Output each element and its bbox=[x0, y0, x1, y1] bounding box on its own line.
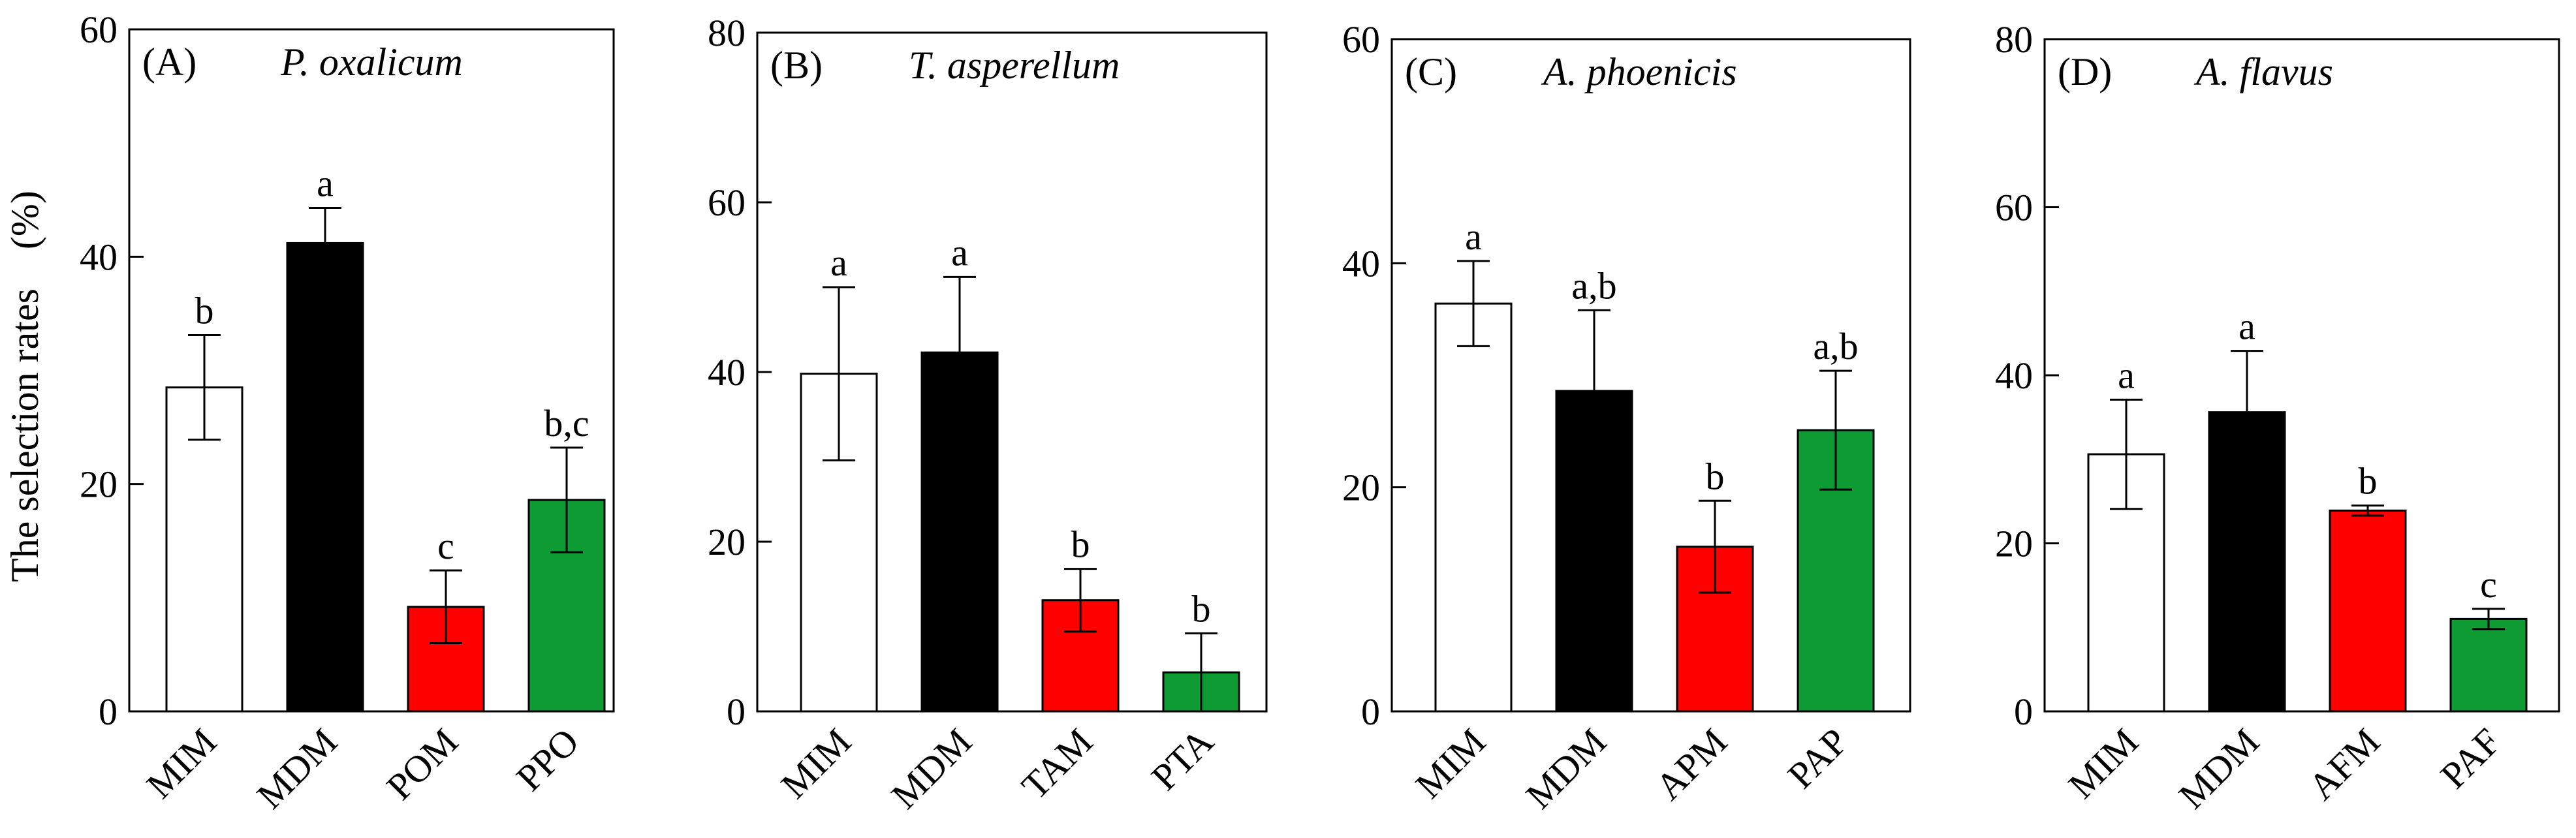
significance-label: a bbox=[1465, 215, 1482, 258]
significance-label: a,b bbox=[1571, 264, 1616, 307]
significance-label: b bbox=[195, 290, 214, 332]
category-label: MIM bbox=[773, 720, 860, 807]
category-label: POM bbox=[378, 720, 466, 808]
y-tick-label: 0 bbox=[727, 691, 746, 733]
significance-label: a bbox=[317, 162, 334, 204]
significance-label: b,c bbox=[544, 402, 589, 444]
category-label: MIM bbox=[1407, 720, 1494, 807]
panel-title: T. asperellum bbox=[909, 44, 1120, 87]
significance-label: b bbox=[1192, 587, 1211, 630]
category-label: MDM bbox=[249, 720, 346, 817]
panel-3: 0 20 40 60 (C) A. phoenicis a MIM a,b MDM b APM a,b P… bbox=[1342, 18, 1911, 817]
significance-label: b bbox=[1706, 455, 1725, 497]
bar-mdm bbox=[2208, 411, 2286, 713]
category-label: MIM bbox=[2060, 720, 2147, 807]
significance-label: a,b bbox=[1813, 325, 1858, 367]
y-tick-label: 40 bbox=[80, 236, 118, 278]
y-tick-label: 80 bbox=[708, 12, 746, 54]
bar-mdm bbox=[286, 241, 364, 713]
panel-letter: (C) bbox=[1405, 50, 1457, 93]
significance-label: b bbox=[2359, 460, 2378, 503]
significance-label: a bbox=[951, 231, 968, 273]
category-label: PAP bbox=[1780, 720, 1856, 796]
significance-label: c bbox=[2480, 563, 2497, 606]
significance-label: b bbox=[1071, 523, 1090, 566]
y-tick-label: 60 bbox=[80, 8, 118, 51]
category-label: AFM bbox=[2300, 720, 2388, 808]
significance-label: a bbox=[2118, 354, 2135, 396]
category-label: TAM bbox=[1013, 720, 1101, 807]
y-tick-label: 0 bbox=[2014, 691, 2033, 733]
category-label: MDM bbox=[883, 720, 981, 817]
bar-afm bbox=[2329, 509, 2407, 713]
y-tick-label: 80 bbox=[1995, 18, 2033, 61]
y-tick-label: 20 bbox=[708, 521, 746, 563]
y-tick-label: 0 bbox=[99, 691, 118, 733]
category-label: MDM bbox=[1518, 720, 1615, 817]
panel-letter: (A) bbox=[142, 40, 196, 84]
panel-1: 0 20 40 60 (A) P. oxalicum b MIM a MDM c POM b,c PPO bbox=[80, 8, 615, 817]
panel-letter: (B) bbox=[770, 44, 823, 87]
bar-paf bbox=[2449, 617, 2528, 713]
significance-label: a bbox=[830, 241, 847, 284]
category-label: PAF bbox=[2432, 720, 2509, 796]
panel-letter: (D) bbox=[2058, 50, 2112, 93]
panel-4: 0 20 40 60 80 (D) A. flavus a MIM a MDM b AFM c PAF bbox=[1995, 18, 2560, 817]
panel-title: P. oxalicum bbox=[280, 40, 463, 84]
category-label: PTA bbox=[1143, 720, 1221, 798]
bar-mim bbox=[1434, 302, 1513, 713]
y-tick-label: 60 bbox=[1342, 18, 1380, 61]
panel-title: A. phoenicis bbox=[1541, 50, 1737, 93]
y-tick-label: 40 bbox=[1342, 242, 1380, 285]
plot-frame bbox=[128, 28, 615, 713]
y-tick-label: 40 bbox=[708, 351, 746, 394]
bar-mim bbox=[165, 386, 243, 713]
y-tick-label: 20 bbox=[1342, 467, 1380, 509]
category-label: APM bbox=[1647, 720, 1735, 808]
panel-2: 0 20 40 60 80 (B) T. asperellum a MIM a MDM b TAM b PT… bbox=[708, 12, 1268, 817]
y-tick-label: 60 bbox=[1995, 187, 2033, 229]
y-tick-label: 20 bbox=[80, 463, 118, 506]
plot-frame bbox=[1390, 38, 1911, 713]
category-label: MIM bbox=[138, 720, 225, 807]
panel-title: A. flavus bbox=[2193, 50, 2333, 93]
category-label: MDM bbox=[2171, 720, 2268, 817]
y-tick-label: 20 bbox=[1995, 523, 2033, 565]
y-tick-label: 40 bbox=[1995, 354, 2033, 397]
category-label: PPO bbox=[508, 720, 587, 799]
y-axis-title: The selection rates (%) bbox=[3, 191, 46, 582]
significance-label: c bbox=[437, 525, 454, 567]
y-tick-label: 0 bbox=[1361, 691, 1380, 733]
significance-label: a bbox=[2238, 305, 2255, 348]
y-tick-label: 60 bbox=[708, 181, 746, 224]
